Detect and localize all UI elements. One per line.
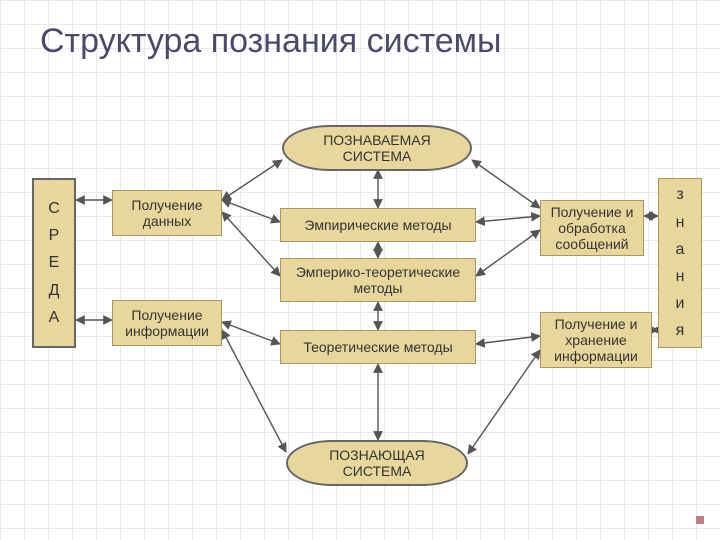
node-cognizable-system: ПОЗНАВАЕМАЯ СИСТЕМА [282, 125, 472, 171]
page-title: Структура познания системы [40, 22, 502, 61]
node-empirico-theoretical-methods: Эмперико-теоретические методы [280, 258, 476, 302]
label: Эмперико-теоретические методы [281, 264, 475, 296]
label: ПОЗНАЮЩАЯ СИСТЕМА [310, 447, 444, 479]
diagram-container: Структура познания системы СРЕДА знания … [0, 0, 720, 540]
accent-dot [696, 516, 704, 524]
node-info-storage: Получение и хранение информации [540, 312, 652, 368]
node-data-receipt: Получение данных [112, 190, 222, 236]
node-theoretical-methods: Теоретические методы [280, 330, 476, 364]
label: ПОЗНАВАЕМАЯ СИСТЕМА [306, 132, 448, 164]
node-environment: СРЕДА [32, 178, 76, 348]
label: Получение данных [113, 197, 221, 229]
label: Получение и обработка сообщений [541, 204, 643, 252]
node-empirical-methods: Эмпирические методы [280, 208, 476, 242]
node-msg-processing: Получение и обработка сообщений [540, 200, 644, 256]
label: Получение и хранение информации [541, 316, 651, 364]
label: Эмпирические методы [304, 217, 451, 233]
node-knowledge: знания [658, 178, 702, 348]
node-cognizing-system: ПОЗНАЮЩАЯ СИСТЕМА [286, 440, 468, 486]
label: Получение информации [113, 307, 221, 339]
node-info-receipt: Получение информации [112, 300, 222, 346]
label: Теоретические методы [303, 339, 452, 355]
